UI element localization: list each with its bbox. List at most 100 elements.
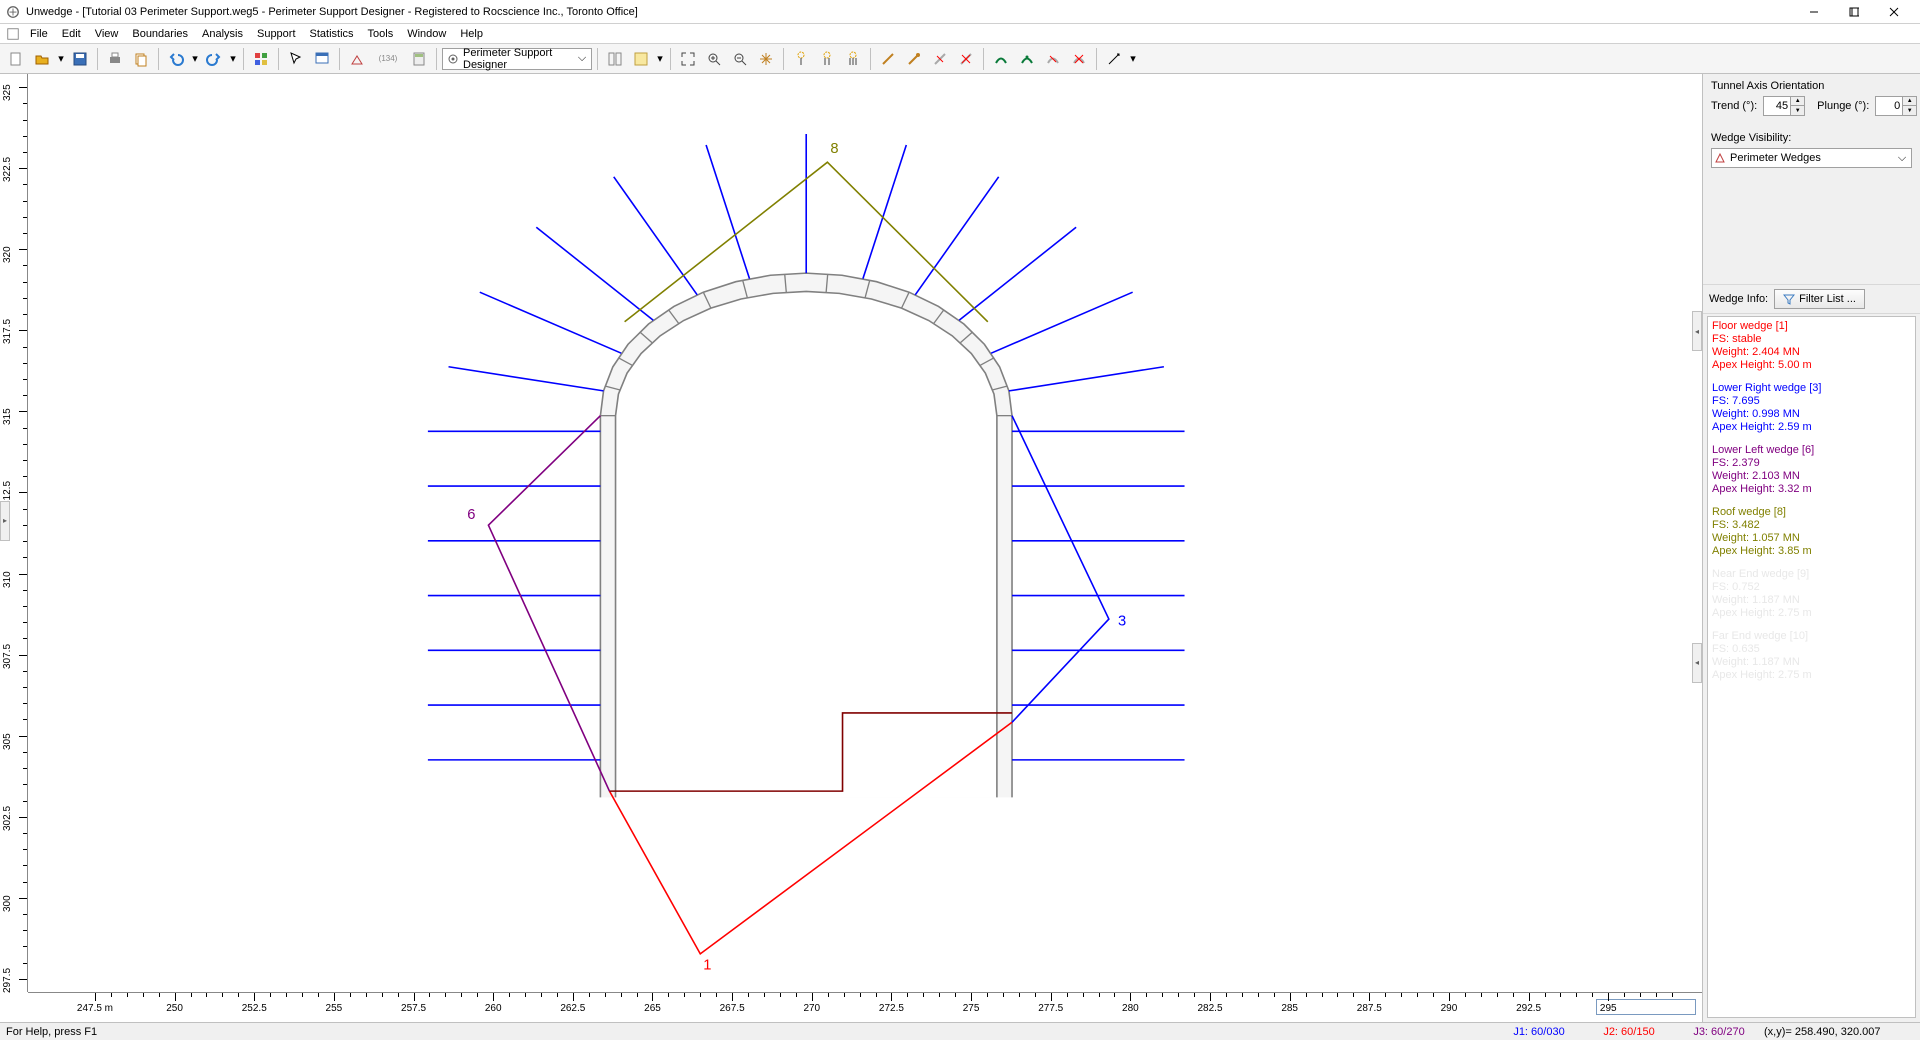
wedge-info-label: Wedge Info:	[1709, 293, 1768, 305]
visibility-group: Wedge Visibility: Perimeter Wedges ⌵	[1703, 126, 1920, 174]
spin-down-icon[interactable]: ▼	[1790, 106, 1804, 115]
close-button[interactable]	[1874, 1, 1914, 23]
liner2-icon[interactable]	[1015, 47, 1039, 71]
wedge-block[interactable]: Lower Left wedge [6]FS: 2.379Weight: 2.1…	[1712, 444, 1911, 496]
menu-help[interactable]: Help	[454, 26, 489, 42]
new-icon[interactable]	[4, 47, 28, 71]
filter-icon	[1783, 293, 1795, 305]
menu-edit[interactable]: Edit	[56, 26, 87, 42]
gear-icon	[447, 53, 459, 65]
liner4-icon[interactable]	[1067, 47, 1091, 71]
menu-view[interactable]: View	[89, 26, 125, 42]
menu-statistics[interactable]: Statistics	[304, 26, 360, 42]
status-j2: J2: 60/150	[1584, 1026, 1674, 1038]
side-panel: Tunnel Axis Orientation Trend (°): ▲▼ Pl…	[1702, 74, 1920, 1022]
layout2-icon[interactable]	[629, 47, 653, 71]
wedge-list[interactable]: Floor wedge [1]FS: stableWeight: 2.404 M…	[1707, 316, 1916, 1018]
edit1-icon[interactable]	[876, 47, 900, 71]
redo-icon[interactable]	[202, 47, 226, 71]
save-icon[interactable]	[68, 47, 92, 71]
undo-dropdown[interactable]: ▾	[190, 52, 200, 65]
liner1-icon[interactable]	[989, 47, 1013, 71]
layout-dropdown[interactable]: ▾	[655, 52, 665, 65]
bolt3-icon[interactable]	[841, 47, 865, 71]
minimize-button[interactable]	[1794, 1, 1834, 23]
doc-icon	[6, 27, 20, 41]
app-icon	[6, 5, 20, 19]
trend-input[interactable]: ▲▼	[1763, 96, 1805, 116]
layout1-icon[interactable]	[603, 47, 627, 71]
wedge-icon	[1714, 152, 1726, 164]
visibility-value: Perimeter Wedges	[1730, 152, 1895, 164]
maximize-button[interactable]	[1834, 1, 1874, 23]
bolt1-icon[interactable]	[789, 47, 813, 71]
menu-file[interactable]: File	[24, 26, 54, 42]
wedge-block[interactable]: Roof wedge [8]FS: 3.482Weight: 1.057 MNA…	[1712, 506, 1911, 558]
svg-text:1: 1	[703, 958, 711, 974]
filter-button[interactable]: Filter List ...	[1774, 289, 1865, 309]
wedge-block-dim[interactable]: Near End wedge [9]FS: 0.752Weight: 1.187…	[1712, 568, 1911, 620]
pan-icon[interactable]	[754, 47, 778, 71]
menu-analysis[interactable]: Analysis	[196, 26, 249, 42]
wedge-block[interactable]: Floor wedge [1]FS: stableWeight: 2.404 M…	[1712, 320, 1911, 372]
zoom-out-icon[interactable]	[728, 47, 752, 71]
window-title: Unwedge - [Tutorial 03 Perimeter Support…	[26, 6, 1794, 18]
edit2-icon[interactable]	[902, 47, 926, 71]
visibility-combo[interactable]: Perimeter Wedges ⌵	[1711, 148, 1912, 168]
grid-icon[interactable]	[249, 47, 273, 71]
stat-icon[interactable]: (134)	[371, 47, 405, 71]
measure-icon[interactable]	[1102, 47, 1126, 71]
zoom-extents-icon[interactable]	[676, 47, 700, 71]
axis-group: Tunnel Axis Orientation Trend (°): ▲▼ Pl…	[1703, 74, 1920, 126]
svg-text:8: 8	[830, 141, 838, 157]
wedge-block-dim[interactable]: Far End wedge [10]FS: 0.635Weight: 1.187…	[1712, 630, 1911, 682]
right-expander-1[interactable]: ◂	[1692, 311, 1702, 351]
wedge-block[interactable]: Lower Right wedge [3]FS: 7.695Weight: 0.…	[1712, 382, 1911, 434]
print-icon[interactable]	[103, 47, 127, 71]
redo-dropdown[interactable]: ▾	[228, 52, 238, 65]
chevron-down-icon: ⌵	[575, 52, 589, 65]
ruler-horizontal: 247.5 m250252.5255257.5260262.5265267.52…	[28, 992, 1702, 1022]
spin-down-icon[interactable]: ▼	[1902, 106, 1916, 115]
left-expander[interactable]: ▸	[0, 501, 10, 541]
wedge-info-bar: Wedge Info: Filter List ...	[1703, 284, 1920, 314]
svg-text:6: 6	[467, 507, 475, 523]
plunge-label: Plunge (°):	[1817, 100, 1869, 112]
toolbar: ▾ ▾ ▾ (134) Perimeter Support Designer ⌵…	[0, 44, 1920, 74]
bolt2-icon[interactable]	[815, 47, 839, 71]
chevron-down-icon: ⌵	[1895, 152, 1909, 165]
zoom-in-icon[interactable]	[702, 47, 726, 71]
spin-up-icon[interactable]: ▲	[1902, 97, 1916, 106]
spin-up-icon[interactable]: ▲	[1790, 97, 1804, 106]
measure-dropdown[interactable]: ▾	[1128, 52, 1138, 65]
status-j3: J3: 60/270	[1674, 1026, 1764, 1038]
edit3-icon[interactable]	[928, 47, 952, 71]
menu-boundaries[interactable]: Boundaries	[126, 26, 194, 42]
window-icon[interactable]	[310, 47, 334, 71]
open-icon[interactable]	[30, 47, 54, 71]
status-j1: J1: 60/030	[1494, 1026, 1584, 1038]
axis-title: Tunnel Axis Orientation	[1711, 80, 1912, 92]
drawing-viewport[interactable]: 1368	[28, 74, 1702, 992]
right-expander-2[interactable]: ◂	[1692, 643, 1702, 683]
pointer-icon[interactable]	[284, 47, 308, 71]
visibility-title: Wedge Visibility:	[1711, 132, 1912, 144]
view-selector-label: Perimeter Support Designer	[463, 47, 575, 71]
menu-support[interactable]: Support	[251, 26, 302, 42]
edit4-icon[interactable]	[954, 47, 978, 71]
status-xy: (x,y)= 258.490, 320.007	[1764, 1026, 1914, 1038]
trend-label: Trend (°):	[1711, 100, 1757, 112]
view-selector[interactable]: Perimeter Support Designer ⌵	[442, 48, 592, 70]
menu-bar: File Edit View Boundaries Analysis Suppo…	[0, 24, 1920, 44]
liner3-icon[interactable]	[1041, 47, 1065, 71]
calc-icon[interactable]	[407, 47, 431, 71]
open-dropdown[interactable]: ▾	[56, 52, 66, 65]
compute-icon[interactable]	[345, 47, 369, 71]
canvas-area[interactable]: 297.5300302.5305307.5310312.5315317.5320…	[0, 74, 1702, 1022]
menu-tools[interactable]: Tools	[362, 26, 400, 42]
undo-icon[interactable]	[164, 47, 188, 71]
copy-icon[interactable]	[129, 47, 153, 71]
status-bar: For Help, press F1 J1: 60/030 J2: 60/150…	[0, 1022, 1920, 1040]
plunge-input[interactable]: ▲▼	[1875, 96, 1917, 116]
menu-window[interactable]: Window	[401, 26, 452, 42]
